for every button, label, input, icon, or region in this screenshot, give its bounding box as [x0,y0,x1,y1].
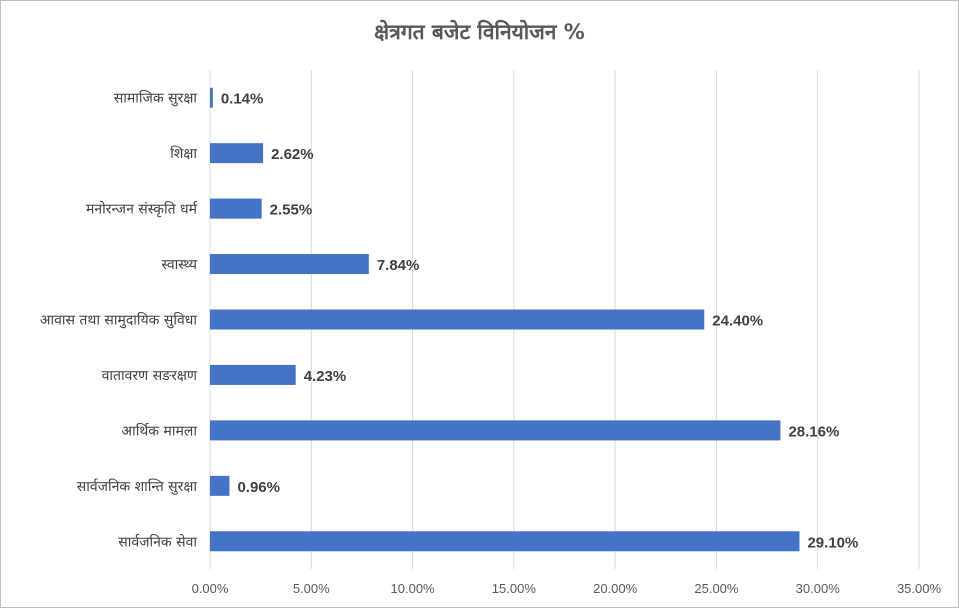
bar [210,364,296,385]
x-tick-label: 15.00% [492,581,537,596]
data-label: 28.16% [788,423,839,440]
x-tick-label: 0.00% [192,581,229,596]
category-label: मनोरन्जन संस्कृति धर्म [86,201,198,218]
bar [210,531,800,552]
bar [210,254,369,275]
bar [210,420,781,441]
x-tick-label: 10.00% [391,581,436,596]
category-label: आवास तथा सामुदायिक सुविधा [40,312,198,329]
x-tick-label: 20.00% [593,581,638,596]
category-label: सामाजिक सुरक्षा [114,90,198,107]
bar [210,198,262,219]
x-tick-label: 25.00% [694,581,739,596]
data-labels: 0.14% 2.62% 2.55% 7.84% 24.40% 4.23% 28.16% 0.9… [221,91,859,552]
category-label: सार्वजनिक शान्ति सुरक्षा [77,478,198,495]
category-labels: सामाजिक सुरक्षा शिक्षा मनोरन्जन संस्कृति ध… [40,90,198,551]
data-label: 24.40% [712,313,763,330]
bar [210,87,213,108]
bar [210,309,705,330]
data-label: 0.96% [237,479,280,496]
category-label: शिक्षा [170,145,197,162]
data-label: 2.55% [270,202,313,219]
data-label: 7.84% [377,257,420,274]
x-tick-label: 30.00% [796,581,841,596]
bars [210,87,800,552]
data-label: 2.62% [271,146,314,163]
bar [210,143,264,164]
category-label: आर्थिक मामला [121,422,197,439]
bar [210,475,230,496]
data-label: 4.23% [304,368,347,385]
chart-title: क्षेत्रगत बजेट विनियोजन % [374,20,585,44]
data-label: 29.10% [807,534,858,551]
x-tick-labels: 0.00% 5.00% 10.00% 15.00% 20.00% 25.00% 30.00%… [192,581,942,596]
data-label: 0.14% [221,91,264,108]
category-label: स्वास्थ्य [161,257,197,273]
x-tick-label: 5.00% [293,581,330,596]
x-tick-label: 35.00% [897,581,942,596]
category-label: सार्वजनिक सेवा [118,533,197,550]
category-label: वातावरण सङरक्षण [102,368,198,384]
